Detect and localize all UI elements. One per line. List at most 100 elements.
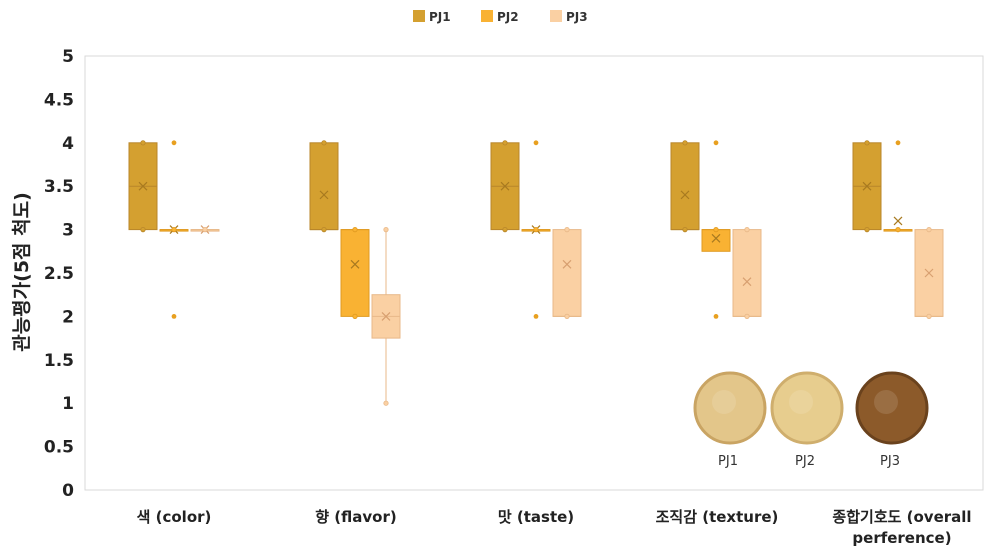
box-pj3-cat-4 bbox=[914, 227, 944, 319]
category-label: 향 (flavor) bbox=[315, 508, 396, 526]
data-point bbox=[140, 140, 146, 146]
mean-marker bbox=[562, 259, 572, 269]
data-point bbox=[502, 227, 508, 233]
y-tick-label: 1.5 bbox=[44, 351, 74, 371]
data-point bbox=[682, 227, 688, 233]
box-pj3-cat-0 bbox=[190, 225, 220, 235]
box-pj2-cat-2 bbox=[521, 140, 551, 319]
box-body bbox=[732, 229, 762, 317]
sample-photo-highlight bbox=[712, 390, 736, 414]
data-point bbox=[171, 227, 177, 233]
data-point bbox=[502, 140, 508, 146]
category-label: 종합기호도 (overall bbox=[832, 508, 971, 526]
y-tick-label: 3 bbox=[62, 221, 74, 241]
y-axis-label: 관능평가(5점 척도) bbox=[11, 192, 33, 352]
sample-photo-highlight bbox=[789, 390, 813, 414]
y-tick-label: 4.5 bbox=[44, 90, 74, 110]
sample-label: PJ3 bbox=[880, 454, 900, 469]
data-point bbox=[140, 227, 146, 233]
mean-marker bbox=[319, 190, 329, 200]
box-pj3-cat-2 bbox=[552, 227, 582, 319]
box-pj1-cat-1 bbox=[309, 140, 339, 233]
data-point bbox=[352, 227, 358, 233]
data-point bbox=[383, 227, 389, 233]
category-label: 색 (color) bbox=[137, 508, 212, 526]
data-point bbox=[383, 400, 389, 406]
y-tick-label: 4 bbox=[62, 134, 74, 154]
mean-marker bbox=[893, 216, 903, 226]
box-body bbox=[670, 142, 700, 231]
data-point bbox=[713, 227, 719, 233]
box-body bbox=[340, 229, 370, 317]
data-point bbox=[864, 227, 870, 233]
box-pj3-cat-3 bbox=[732, 227, 762, 319]
data-point bbox=[864, 140, 870, 146]
category-label: perference) bbox=[852, 529, 951, 547]
data-point bbox=[564, 227, 570, 233]
box-pj1-cat-2 bbox=[490, 140, 520, 233]
mean-marker bbox=[350, 259, 360, 269]
plot-area-frame bbox=[84, 55, 984, 491]
mean-marker bbox=[711, 233, 721, 243]
data-point bbox=[321, 227, 327, 233]
data-point bbox=[321, 140, 327, 146]
category-label: 조직감 (texture) bbox=[656, 508, 779, 526]
sample-photos-inset: PJ1 PJ2 PJ3 bbox=[693, 371, 929, 469]
data-point bbox=[744, 313, 750, 319]
mean-marker bbox=[500, 181, 510, 191]
sample-label: PJ2 bbox=[795, 454, 815, 469]
y-axis-ticks: 0 0.5 1 1.5 2 2.5 3 3.5 4 4.5 5 bbox=[44, 47, 74, 501]
legend-label-pj3: PJ3 bbox=[566, 10, 588, 24]
mean-marker bbox=[381, 311, 391, 321]
mean-marker bbox=[138, 181, 148, 191]
category-label: 맛 (taste) bbox=[498, 508, 574, 526]
box-pj1-cat-4 bbox=[852, 140, 882, 233]
sample-label: PJ1 bbox=[718, 454, 738, 469]
sample-photo-pj2 bbox=[770, 371, 844, 445]
sample-photo-pj3 bbox=[855, 371, 929, 445]
y-tick-label: 0 bbox=[62, 481, 74, 501]
x-axis-category-labels: 색 (color) 향 (flavor) 맛 (taste) 조직감 (texture… bbox=[137, 508, 972, 547]
box-pj2-cat-0 bbox=[159, 140, 189, 319]
box-pj1-cat-3 bbox=[670, 140, 700, 233]
box-pj1-cat-0 bbox=[128, 140, 158, 233]
data-point bbox=[744, 227, 750, 233]
box-pj3-cat-1 bbox=[371, 227, 401, 406]
outlier-point bbox=[533, 140, 539, 146]
box-body bbox=[701, 229, 731, 252]
sample-photo-highlight bbox=[874, 390, 898, 414]
y-tick-label: 3.5 bbox=[44, 177, 74, 197]
mean-marker bbox=[680, 190, 690, 200]
outlier-point bbox=[533, 314, 539, 319]
y-tick-label: 2 bbox=[62, 307, 74, 327]
legend-label-pj2: PJ2 bbox=[497, 10, 519, 24]
box-pj2-cat-3 bbox=[701, 140, 731, 319]
data-point bbox=[682, 140, 688, 146]
outlier-point bbox=[895, 140, 901, 146]
box-body bbox=[552, 229, 582, 317]
data-point bbox=[352, 313, 358, 319]
mean-marker bbox=[862, 181, 872, 191]
y-tick-label: 2.5 bbox=[44, 264, 74, 284]
data-point bbox=[564, 313, 570, 319]
outlier-point bbox=[713, 314, 719, 319]
box-pj2-cat-4 bbox=[883, 140, 913, 233]
data-point bbox=[895, 227, 901, 233]
y-tick-label: 0.5 bbox=[44, 438, 74, 458]
data-point bbox=[202, 227, 208, 233]
box-body bbox=[309, 142, 339, 231]
y-tick-label: 1 bbox=[62, 394, 74, 414]
data-point bbox=[533, 227, 539, 233]
outlier-point bbox=[713, 140, 719, 146]
legend-label-pj1: PJ1 bbox=[429, 10, 451, 24]
y-tick-label: 5 bbox=[62, 47, 74, 67]
legend-swatch-pj2 bbox=[481, 10, 493, 22]
box-pj2-cat-1 bbox=[340, 227, 370, 319]
sample-photo-pj1 bbox=[693, 371, 767, 445]
outlier-point bbox=[171, 314, 177, 319]
data-point bbox=[926, 313, 932, 319]
data-point bbox=[926, 227, 932, 233]
box-series bbox=[128, 140, 944, 406]
legend-swatch-pj1 bbox=[413, 10, 425, 22]
